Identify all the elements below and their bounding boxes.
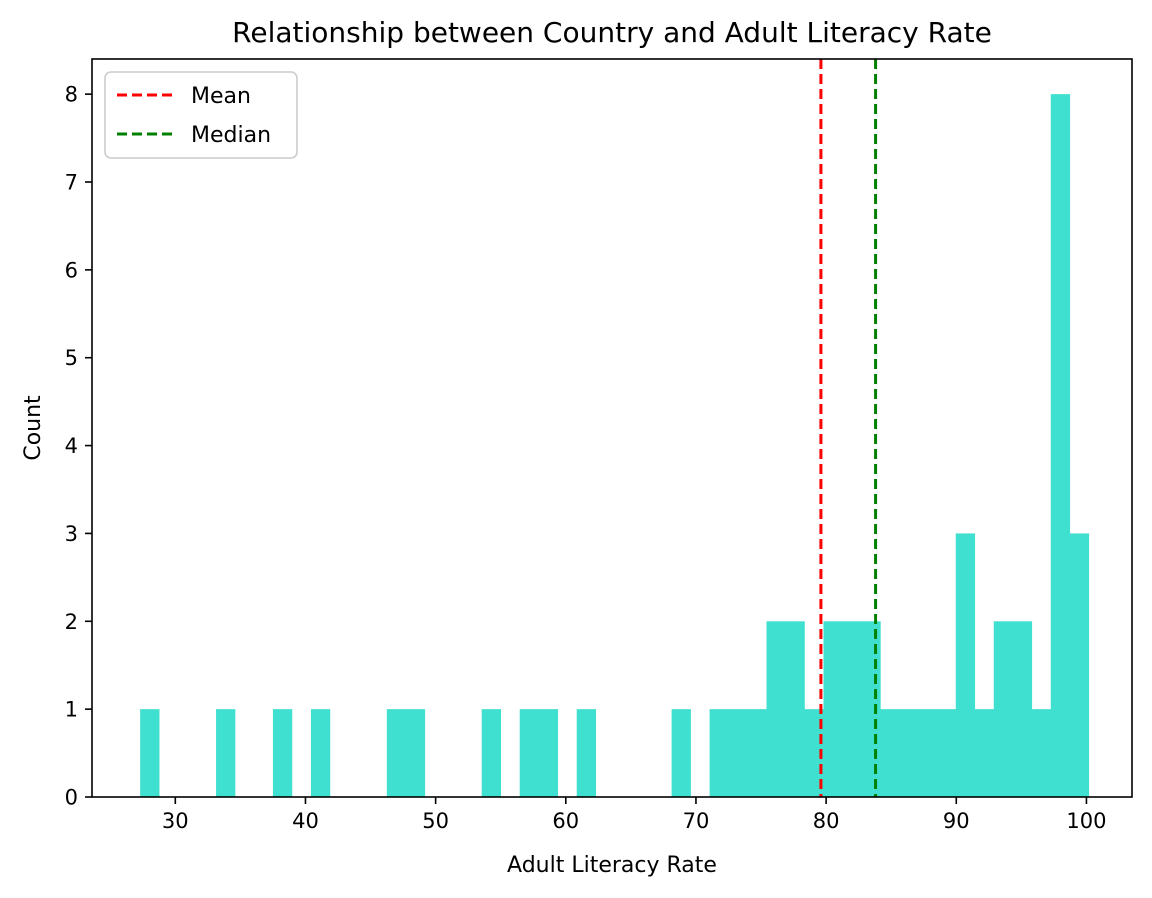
histogram-bar-15: [974, 709, 995, 797]
x-tick-label-30: 30: [162, 809, 189, 833]
plot-area-frame: [91, 58, 1133, 798]
legend-mean-label: Mean: [191, 84, 251, 109]
y-axis-label: Count: [21, 395, 46, 461]
x-axis-label: Adult Literacy Rate: [507, 853, 717, 878]
histogram-bar-13: [880, 709, 957, 797]
histogram-bar-11: [804, 709, 824, 797]
y-tick-label-8: 8: [65, 83, 78, 107]
chart-title: Relationship between Country and Adult L…: [232, 16, 992, 49]
y-tick-label-7: 7: [65, 171, 78, 195]
y-tick-label-0: 0: [65, 786, 78, 810]
x-tick-label-40: 40: [292, 809, 319, 833]
histogram-bar-14: [955, 533, 976, 797]
y-tick-label-1: 1: [65, 698, 78, 722]
y-tick-label-6: 6: [65, 258, 78, 282]
histogram-bar-12: [823, 621, 881, 797]
legend: Mean Median: [104, 71, 298, 159]
x-tick-label-100: 100: [1066, 809, 1106, 833]
histogram-bar-19: [1069, 533, 1090, 797]
histogram-bar-7: [576, 709, 597, 797]
legend-median-label: Median: [191, 123, 271, 148]
y-tick-label-5: 5: [65, 346, 78, 370]
bars-group: [140, 94, 1090, 797]
x-tick-label-50: 50: [422, 809, 449, 833]
y-tick-label-3: 3: [65, 522, 78, 546]
histogram-bar-16: [993, 621, 1033, 797]
x-tick-label-70: 70: [683, 809, 710, 833]
y-tick-label-2: 2: [65, 610, 78, 634]
histogram-bar-1: [216, 709, 236, 797]
histogram-bar-0: [140, 709, 160, 797]
histogram-bar-4: [386, 709, 426, 797]
histogram-bar-10: [766, 621, 805, 797]
x-tick-label-80: 80: [813, 809, 840, 833]
histogram-bar-8: [671, 709, 691, 797]
histogram-bar-3: [310, 709, 331, 797]
y-tick-label-4: 4: [65, 434, 78, 458]
x-tick-label-90: 90: [943, 809, 970, 833]
x-tick-label-60: 60: [552, 809, 579, 833]
histogram-bar-6: [519, 709, 559, 797]
histogram-bar-2: [272, 709, 293, 797]
x-axis-ticks: 30 40 50 60 70 80 90 100: [162, 797, 1106, 833]
y-axis-ticks: 0 1 2 3 4 5 6 7 8: [65, 83, 92, 810]
histogram-bar-18: [1050, 94, 1071, 797]
histogram-bar-5: [481, 709, 502, 797]
histogram-bar-17: [1031, 709, 1052, 797]
reference-lines-group: [819, 59, 878, 797]
histogram-bar-9: [709, 709, 767, 797]
